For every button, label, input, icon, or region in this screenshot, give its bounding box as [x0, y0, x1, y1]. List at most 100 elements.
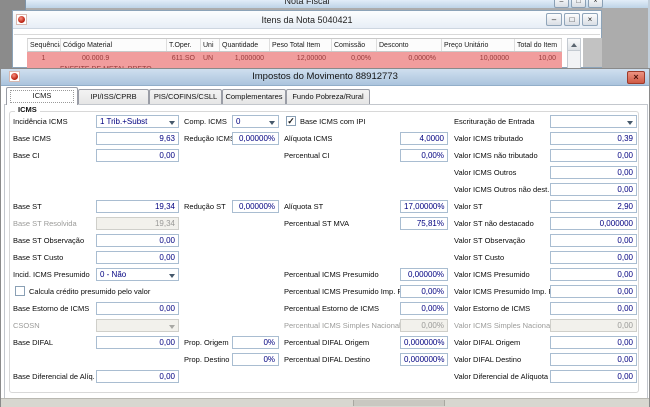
incid-icms-presumido-value: 0 - Não — [100, 270, 127, 279]
base-st-observacao-input[interactable]: 0,00 — [96, 234, 179, 247]
valor-difal-destino-input[interactable]: 0,00 — [550, 353, 637, 366]
nf-maximize-button[interactable]: □ — [571, 0, 586, 8]
valor-icms-simples-nacional-value: 0,00 — [617, 321, 633, 330]
tax-dialog-titlebar[interactable]: Impostos do Movimento 88912773 × — [1, 69, 649, 86]
base-ci-label: Base CI — [13, 151, 40, 160]
column-header-seq[interactable]: Sequência — [28, 39, 61, 51]
valor-icms-simples-nacional-label: Valor ICMS Simples Nacional — [454, 321, 552, 330]
percentual-icms-simples-nacional-input[interactable]: 0,00% — [400, 319, 448, 332]
prop-origem-input[interactable]: 0% — [232, 336, 279, 349]
tab-pis-cofins-csll[interactable]: PIS/COFINS/CSLL — [149, 89, 222, 104]
percentual-ci-input[interactable]: 0,00% — [400, 149, 448, 162]
comp-icms-dropdown[interactable]: 0 — [232, 115, 279, 128]
base-st-resolvida-input[interactable]: 19,34 — [96, 217, 179, 230]
valor-st-observacao-input[interactable]: 0,00 — [550, 234, 637, 247]
cell-uni: UN — [203, 55, 214, 62]
valor-icms-presumido-imp-pr-input[interactable]: 0,00 — [550, 285, 637, 298]
prop-destino-input[interactable]: 0% — [232, 353, 279, 366]
valor-icms-simples-nacional-input[interactable]: 0,00 — [550, 319, 637, 332]
base-icms-label: Base ICMS — [13, 134, 51, 143]
incid-icms-presumido-dropdown[interactable]: 0 - Não — [96, 268, 179, 281]
scroll-up-button[interactable] — [568, 39, 580, 51]
valor-icms-outros-input[interactable]: 0,00 — [550, 166, 637, 179]
percentual-icms-presumido-imp-pr-value: 0,00% — [421, 287, 444, 296]
base-st-custo-input[interactable]: 0,00 — [96, 251, 179, 264]
percentual-difal-destino-label: Percentual DIFAL Destino — [284, 355, 371, 364]
base-difal-label: Base DIFAL — [13, 338, 54, 347]
valor-st-nao-destacado-input[interactable]: 0,000000 — [550, 217, 637, 230]
csosn-dropdown[interactable] — [96, 319, 179, 332]
column-header-toper[interactable]: T.Oper. — [167, 39, 201, 51]
percentual-icms-presumido-imp-pr-input[interactable]: 0,00% — [400, 285, 448, 298]
nota-fiscal-title: Nota Fiscal — [284, 0, 330, 6]
reducao-icms-input[interactable]: 0,00000% — [232, 132, 279, 145]
items-table-header: Sequência Código Material T.Oper. Uni Quanti… — [27, 38, 562, 52]
column-header-preco[interactable]: Preço Unitário — [442, 39, 515, 51]
base-difal-input[interactable]: 0,00 — [96, 336, 179, 349]
percentual-icms-simples-nacional-label: Percentual ICMS Simples Nacional — [284, 321, 401, 330]
items-close-button[interactable]: × — [582, 13, 598, 26]
tab-ipi-iss-cprb[interactable]: IPI/ISS/CPRB — [78, 89, 149, 104]
close-button[interactable]: × — [627, 71, 645, 84]
base-st-resolvida-value: 19,34 — [154, 219, 175, 228]
valor-icms-outros-nao-dest-input[interactable]: 0,00 — [550, 183, 637, 196]
percentual-st-mva-value: 75,81% — [416, 219, 444, 228]
items-maximize-button[interactable]: □ — [564, 13, 580, 26]
base-st-value: 19,34 — [154, 202, 175, 211]
base-icms-input[interactable]: 9,63 — [96, 132, 179, 145]
percentual-estorno-de-icms-input[interactable]: 0,00% — [400, 302, 448, 315]
percentual-icms-presumido-input[interactable]: 0,00000% — [400, 268, 448, 281]
base-st-input[interactable]: 19,34 — [96, 200, 179, 213]
incidencia-icms-dropdown[interactable]: 1 Trib.+Subst — [96, 115, 179, 128]
items-minimize-button[interactable]: – — [546, 13, 562, 26]
escrituracao-de-entrada-dropdown[interactable] — [550, 115, 637, 128]
nf-close-button[interactable]: × — [588, 0, 603, 8]
horizontal-scrollbar-thumb[interactable] — [353, 400, 445, 406]
valor-icms-nao-tributado-input[interactable]: 0,00 — [550, 149, 637, 162]
column-header-desc[interactable]: Desconto — [377, 39, 442, 51]
column-header-qtd[interactable]: Quantidade — [220, 39, 270, 51]
items-table-vertical-scrollbar[interactable] — [567, 38, 581, 69]
base-estorno-de-icms-input[interactable]: 0,00 — [96, 302, 179, 315]
percentual-st-mva-input[interactable]: 75,81% — [400, 217, 448, 230]
nf-minimize-button[interactable]: – — [554, 0, 569, 8]
valor-st-custo-input[interactable]: 0,00 — [550, 251, 637, 264]
valor-icms-tributado-value: 0,39 — [617, 134, 633, 143]
chevron-down-icon — [169, 325, 175, 329]
valor-icms-presumido-imp-pr-value: 0,00 — [617, 287, 633, 296]
calcula-credito-presumido-checkbox[interactable] — [15, 286, 25, 296]
tab-icms[interactable]: ICMS — [6, 87, 78, 105]
valor-st-input[interactable]: 2,90 — [550, 200, 637, 213]
aliquota-st-input[interactable]: 17,00000% — [400, 200, 448, 213]
valor-icms-tributado-input[interactable]: 0,39 — [550, 132, 637, 145]
percentual-icms-simples-nacional-value: 0,00% — [421, 321, 444, 330]
percentual-icms-presumido-label: Percentual ICMS Presumido — [284, 270, 379, 279]
tab-fundo-pobreza-rural[interactable]: Fundo Pobreza/Rural — [286, 89, 370, 104]
column-header-codigo[interactable]: Código Material — [61, 39, 167, 51]
tab-complementares[interactable]: Complementares — [222, 89, 286, 104]
valor-icms-presumido-input[interactable]: 0,00 — [550, 268, 637, 281]
valor-estorno-de-icms-input[interactable]: 0,00 — [550, 302, 637, 315]
percentual-estorno-de-icms-label: Percentual Estorno de ICMS — [284, 304, 380, 313]
column-header-uni[interactable]: Uni — [201, 39, 220, 51]
base-ci-input[interactable]: 0,00 — [96, 149, 179, 162]
percentual-difal-destino-input[interactable]: 0,000000% — [400, 353, 448, 366]
cell-peso: 12,00000 — [296, 55, 326, 62]
base-st-observacao-label: Base ST Observação — [13, 236, 85, 245]
column-header-peso[interactable]: Peso Total Item — [270, 39, 332, 51]
horizontal-scrollbar[interactable] — [1, 398, 649, 407]
column-header-com[interactable]: Comissão — [332, 39, 377, 51]
items-window-titlebar[interactable]: Itens da Nota 5040421 – □ × — [13, 11, 601, 29]
percentual-difal-origem-input[interactable]: 0,000000% — [400, 336, 448, 349]
column-header-total[interactable]: Total do Item — [515, 39, 562, 51]
valor-diferencial-de-aliquota-input[interactable]: 0,00 — [550, 370, 637, 383]
prop-origem-label: Prop. Origem — [184, 338, 229, 347]
percentual-difal-origem-label: Percentual DIFAL Origem — [284, 338, 370, 347]
base-diferencial-de-aliq-label: Base Diferencial de Alíq. — [13, 372, 95, 381]
base-icms-com-ipi-checkbox[interactable]: ✓ — [286, 116, 296, 126]
nota-fiscal-titlebar[interactable]: Nota Fiscal – □ × — [26, 0, 648, 8]
reducao-st-input[interactable]: 0,00000% — [232, 200, 279, 213]
aliquota-icms-input[interactable]: 4,0000 — [400, 132, 448, 145]
base-diferencial-de-aliq-input[interactable]: 0,00 — [96, 370, 179, 383]
valor-difal-origem-input[interactable]: 0,00 — [550, 336, 637, 349]
